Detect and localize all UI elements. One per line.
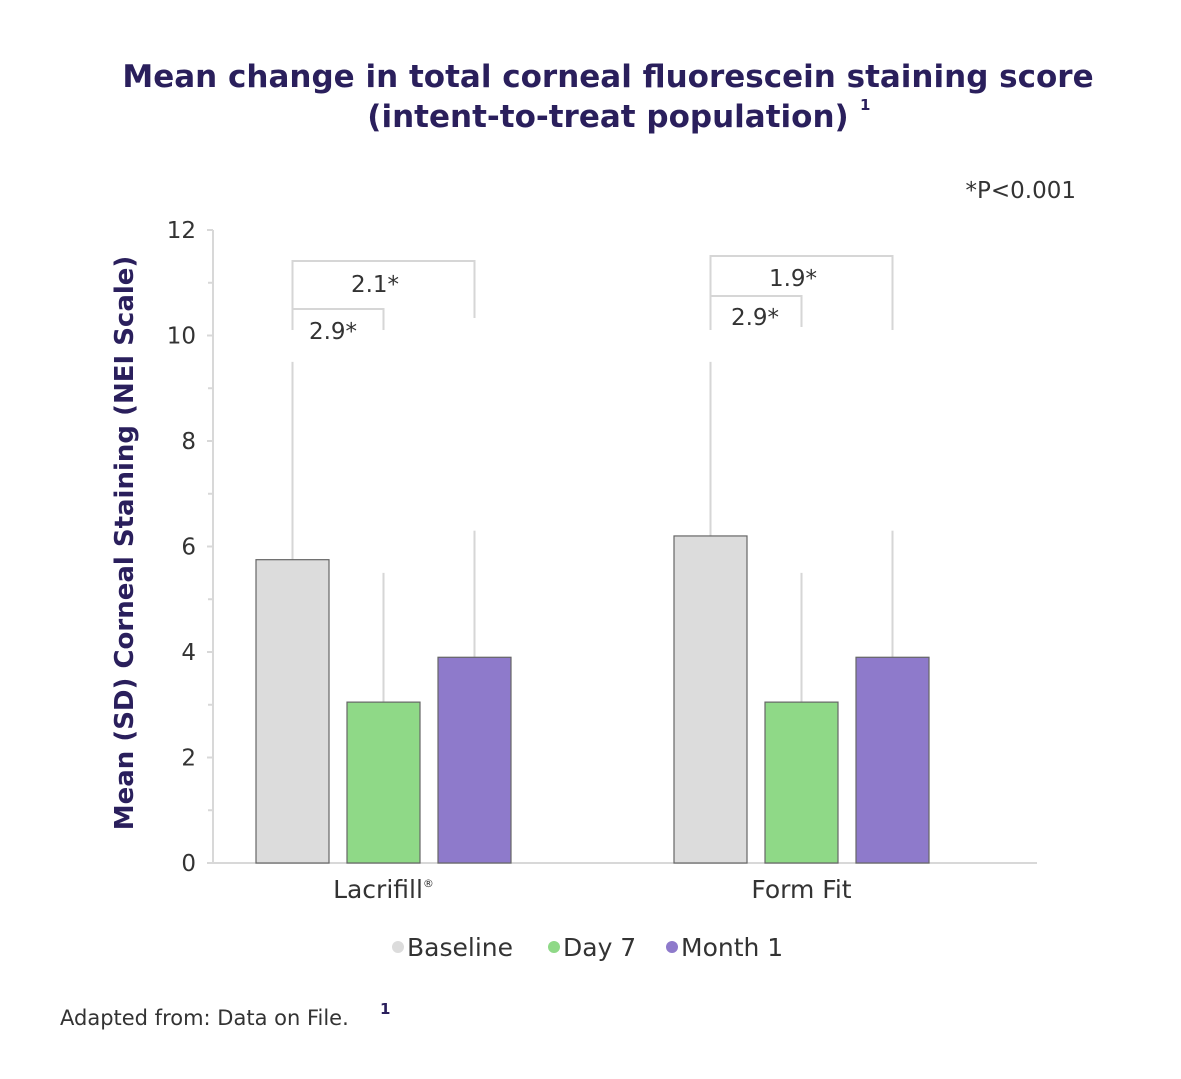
significance-note: *P<0.001 bbox=[966, 178, 1077, 204]
y-tick-label: 2 bbox=[181, 746, 196, 772]
significance-bracket bbox=[291, 308, 385, 330]
bar-day-7 bbox=[346, 701, 421, 864]
y-tick-label: 8 bbox=[181, 429, 196, 455]
registered-mark: ® bbox=[423, 877, 434, 890]
significance-bracket bbox=[291, 260, 476, 318]
significance-label: 2.9* bbox=[309, 319, 357, 345]
significance-brackets: 2.9* 2.1* 2.9* 1.9* bbox=[291, 255, 894, 345]
y-axis-label: Mean (SD) Corneal Staining (NEI Scale) bbox=[110, 256, 140, 831]
legend: Baseline Day 7 Month 1 bbox=[392, 933, 783, 962]
source-superscript: 1 bbox=[380, 1000, 390, 1018]
y-tick-label: 10 bbox=[167, 324, 196, 350]
category-label: Lacrifill® bbox=[333, 875, 434, 904]
legend-label: Baseline bbox=[407, 933, 513, 962]
source-note: Adapted from: Data on File. bbox=[60, 1006, 349, 1030]
y-tick-label: 6 bbox=[181, 535, 196, 561]
bar-day-7 bbox=[764, 701, 839, 864]
significance-bracket bbox=[709, 255, 894, 330]
legend-marker bbox=[392, 941, 404, 953]
bar-baseline bbox=[673, 535, 748, 864]
legend-label: Day 7 bbox=[563, 933, 636, 962]
title-line-1: Mean change in total corneal fluorescein… bbox=[122, 59, 1093, 95]
bars bbox=[255, 535, 930, 864]
significance-label: 2.9* bbox=[731, 305, 779, 331]
legend-marker bbox=[666, 941, 678, 953]
title-superscript: 1 bbox=[860, 96, 870, 114]
bar-baseline bbox=[255, 559, 330, 864]
category-labels: Lacrifill® Form Fit bbox=[333, 875, 852, 904]
bar-month-1 bbox=[855, 656, 930, 864]
y-tick-label: 0 bbox=[181, 851, 196, 877]
chart-title: Mean change in total corneal fluorescein… bbox=[122, 59, 1093, 135]
error-bars bbox=[291, 361, 894, 703]
bar-month-1 bbox=[437, 656, 512, 864]
legend-marker bbox=[548, 941, 560, 953]
legend-label: Month 1 bbox=[681, 933, 783, 962]
y-tick-label: 4 bbox=[181, 640, 196, 666]
y-tick-label: 12 bbox=[167, 218, 196, 244]
significance-label: 2.1* bbox=[351, 272, 399, 298]
category-label: Form Fit bbox=[751, 875, 851, 904]
title-line-2: (intent-to-treat population) bbox=[367, 99, 848, 135]
significance-label: 1.9* bbox=[769, 266, 817, 292]
